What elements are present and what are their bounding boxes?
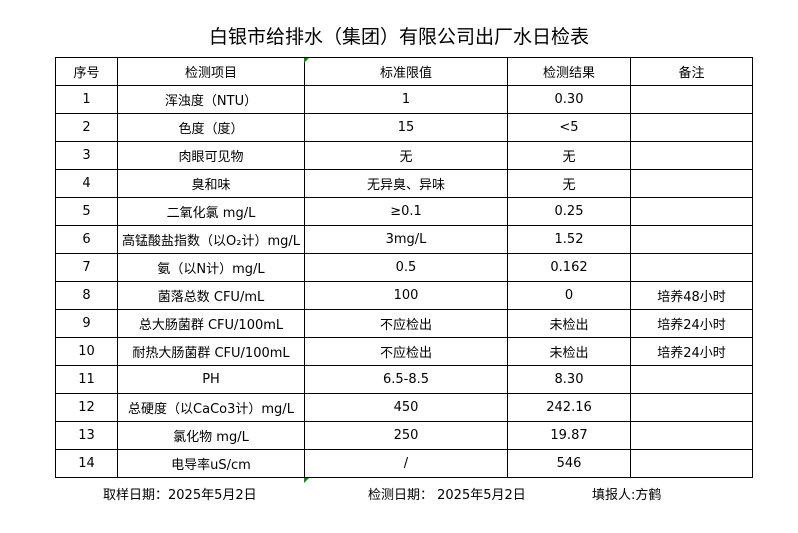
- table-cell: 7: [55, 253, 118, 282]
- table-cell: [630, 421, 753, 450]
- column-header: 检测项目: [117, 57, 305, 86]
- table-cell: 100: [304, 281, 508, 310]
- table-cell: 14: [55, 449, 118, 478]
- table-cell: 培养48小时: [630, 281, 753, 310]
- table-row: 12 总硬度（以CaCo3计）mg/L 450 242.16: [55, 393, 753, 422]
- table-cell: 耐热大肠菌群 CFU/100mL: [117, 337, 305, 366]
- reporter: 填报人:方鹤: [592, 488, 662, 503]
- table-cell: 总硬度（以CaCo3计）mg/L: [117, 393, 305, 422]
- table-cell: 不应检出: [304, 309, 508, 338]
- table-cell: 19.87: [507, 421, 631, 450]
- table-cell: 0.162: [507, 253, 631, 282]
- table-cell: [630, 365, 753, 394]
- table-row: 4 臭和味 无异臭、异味无: [55, 169, 753, 198]
- table-cell: [630, 85, 753, 114]
- table-cell: 6.5-8.5: [304, 365, 508, 394]
- table-cell: 无: [507, 141, 631, 170]
- table-row: 7 氨（以N计）mg/L 0.5 0.162: [55, 253, 753, 282]
- table-cell: /: [304, 449, 508, 478]
- table-cell: 0.5: [304, 253, 508, 282]
- table-cell: 242.16: [507, 393, 631, 422]
- table-cell: 12: [55, 393, 118, 422]
- table-cell: 浑浊度（NTU）: [117, 85, 305, 114]
- column-header: 序号: [55, 57, 118, 86]
- table-cell: [630, 197, 753, 226]
- table-cell: 2: [55, 113, 118, 142]
- table-cell: 5: [55, 197, 118, 226]
- table-cell: 3: [55, 141, 118, 170]
- table-row: 3 肉眼可见物无无: [55, 141, 753, 170]
- table-row: 10 耐热大肠菌群 CFU/100mL 不应检出 未检出 培养24小时: [55, 337, 753, 366]
- cell-marker: [304, 58, 309, 63]
- table-cell: 9: [55, 309, 118, 338]
- table-cell: [630, 113, 753, 142]
- table-cell: 8.30: [507, 365, 631, 394]
- table-cell: 未检出: [507, 337, 631, 366]
- table-cell: 二氧化氯 mg/L: [117, 197, 305, 226]
- table-cell: 肉眼可见物: [117, 141, 305, 170]
- table-cell: [630, 225, 753, 254]
- table-cell: 培养24小时: [630, 309, 753, 338]
- table-cell: 11: [55, 365, 118, 394]
- sample-date: 取样日期：2025年5月2日: [103, 488, 257, 503]
- table-cell: 未检出: [507, 309, 631, 338]
- table-cell: PH: [117, 365, 305, 394]
- table-row: 6 高锰酸盐指数（以O₂计）mg/L 3mg/L 1.52: [55, 225, 753, 254]
- table-cell: 色度（度）: [117, 113, 305, 142]
- table-cell: 电导率uS/cm: [117, 449, 305, 478]
- table-cell: 总大肠菌群 CFU/100mL: [117, 309, 305, 338]
- header-row: 序号 检测项目 标准限值 检测结果 备注: [55, 57, 753, 86]
- inspection-table: 序号 检测项目 标准限值 检测结果 备注 1 浑浊度（NTU） 1 0.30 2 色度（度） 15 <5…: [55, 57, 753, 478]
- table-cell: 培养24小时: [630, 337, 753, 366]
- table-cell: 4: [55, 169, 118, 198]
- table-cell: [630, 449, 753, 478]
- table-cell: 3mg/L: [304, 225, 508, 254]
- table-cell: 1: [55, 85, 118, 114]
- table-row: 14 电导率uS/cm/546: [55, 449, 753, 478]
- table-cell: [630, 253, 753, 282]
- table-cell: 546: [507, 449, 631, 478]
- table-cell: [630, 393, 753, 422]
- table-cell: 不应检出: [304, 337, 508, 366]
- table-cell: 0.25: [507, 197, 631, 226]
- table-cell: 0.30: [507, 85, 631, 114]
- table-cell: 250: [304, 421, 508, 450]
- table-cell: 菌落总数 CFU/mL: [117, 281, 305, 310]
- table-row: 8 菌落总数 CFU/mL 100 0 培养48小时: [55, 281, 753, 310]
- table-cell: 8: [55, 281, 118, 310]
- table-row: 11 PH 6.5-8.5 8.30: [55, 365, 753, 394]
- test-date: 检测日期： 2025年5月2日: [368, 488, 526, 503]
- table-cell: 无: [507, 169, 631, 198]
- table-cell: <5: [507, 113, 631, 142]
- table-cell: ≥0.1: [304, 197, 508, 226]
- table-cell: 6: [55, 225, 118, 254]
- table-row: 9 总大肠菌群 CFU/100mL 不应检出 未检出 培养24小时: [55, 309, 753, 338]
- column-header: 标准限值: [304, 57, 508, 86]
- table-cell: 臭和味: [117, 169, 305, 198]
- table-cell: [630, 141, 753, 170]
- column-header: 检测结果: [507, 57, 631, 86]
- table-cell: 高锰酸盐指数（以O₂计）mg/L: [117, 225, 305, 254]
- table-cell: 氯化物 mg/L: [117, 421, 305, 450]
- cell-marker: [304, 478, 309, 483]
- table-row: 2 色度（度） 15 <5: [55, 113, 753, 142]
- table-row: 5 二氧化氯 mg/L ≥0.1 0.25: [55, 197, 753, 226]
- table-cell: [630, 169, 753, 198]
- table-cell: 450: [304, 393, 508, 422]
- page-title: 白银市给排水（集团）有限公司出厂水日检表: [208, 26, 589, 48]
- table-cell: 1: [304, 85, 508, 114]
- table-cell: 10: [55, 337, 118, 366]
- table-cell: 15: [304, 113, 508, 142]
- table-cell: 1.52: [507, 225, 631, 254]
- table-cell: 无: [304, 141, 508, 170]
- table-cell: 氨（以N计）mg/L: [117, 253, 305, 282]
- table-row: 1 浑浊度（NTU） 1 0.30: [55, 85, 753, 114]
- column-header: 备注: [630, 57, 753, 86]
- table-cell: 无异臭、异味: [304, 169, 508, 198]
- table-cell: 0: [507, 281, 631, 310]
- table-cell: 13: [55, 421, 118, 450]
- table-row: 13 氯化物 mg/L 250 19.87: [55, 421, 753, 450]
